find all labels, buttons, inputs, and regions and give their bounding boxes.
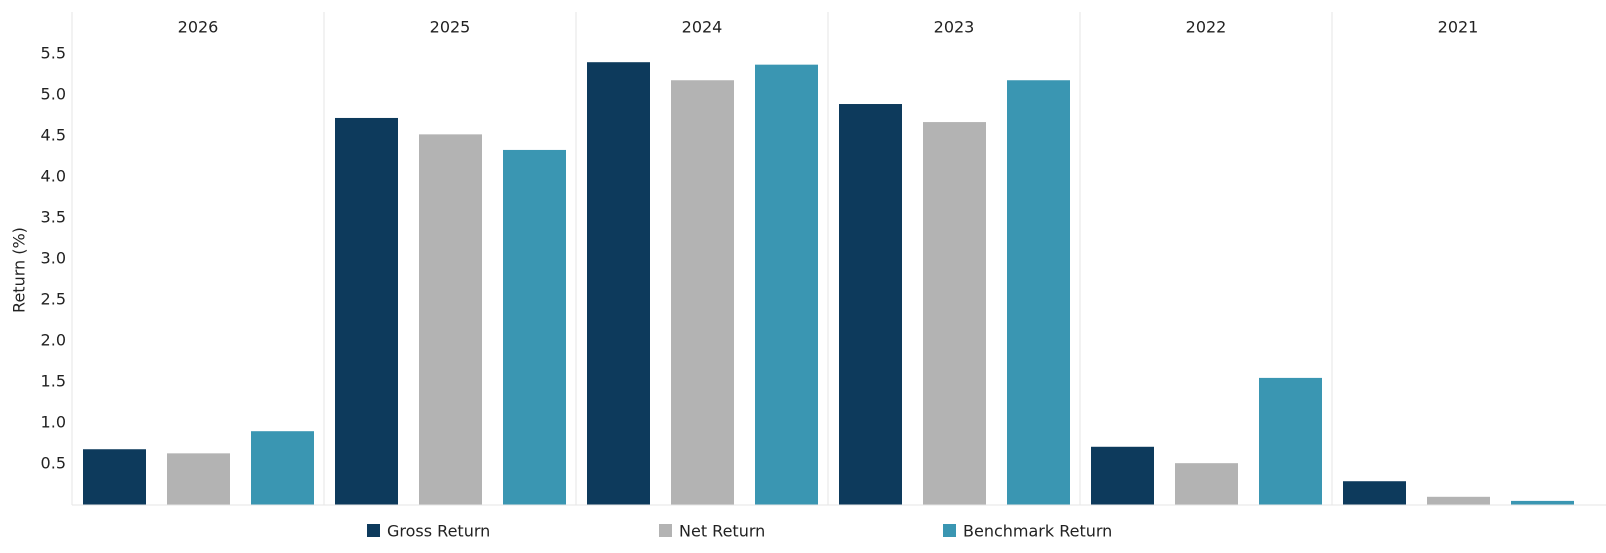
bar xyxy=(167,453,230,505)
panel-label: 2023 xyxy=(934,18,975,37)
bar xyxy=(671,80,734,506)
y-tick-label: 3.0 xyxy=(41,249,66,268)
panel-label: 2024 xyxy=(682,18,723,37)
legend-label: Benchmark Return xyxy=(963,522,1112,541)
legend-swatch xyxy=(659,524,672,537)
bar xyxy=(419,134,482,506)
y-tick-label: 2.5 xyxy=(41,290,66,309)
bar xyxy=(1427,496,1490,505)
y-axis-label: Return (%) xyxy=(10,227,29,313)
panel-label: 2022 xyxy=(1186,18,1227,37)
y-tick-label: 5.5 xyxy=(41,44,66,63)
y-tick-label: 1.5 xyxy=(41,372,66,391)
y-tick-label: 1.0 xyxy=(41,413,66,432)
y-tick-label: 0.5 xyxy=(41,454,66,473)
legend-swatch xyxy=(943,524,956,537)
legend-swatch xyxy=(367,524,380,537)
y-tick-label: 4.5 xyxy=(41,126,66,145)
bar xyxy=(1175,463,1238,505)
bar xyxy=(839,104,902,506)
bar xyxy=(1511,500,1574,505)
bar xyxy=(251,431,314,505)
legend-label: Gross Return xyxy=(387,522,490,541)
bar xyxy=(587,62,650,505)
y-tick-label: 3.5 xyxy=(41,208,66,227)
bar xyxy=(1007,80,1070,506)
bar xyxy=(755,64,818,505)
bar xyxy=(503,149,566,505)
legend-label: Net Return xyxy=(679,522,765,541)
bar xyxy=(83,449,146,505)
bar xyxy=(1259,377,1322,505)
panel-label: 2021 xyxy=(1438,18,1479,37)
y-tick-label: 2.0 xyxy=(41,331,66,350)
y-tick-label: 4.0 xyxy=(41,167,66,186)
panel-label: 2026 xyxy=(178,18,219,37)
bar xyxy=(335,117,398,506)
bar xyxy=(1343,481,1406,505)
y-tick-label: 5.0 xyxy=(41,85,66,104)
bar xyxy=(923,122,986,505)
bar xyxy=(1091,446,1154,505)
panel-label: 2025 xyxy=(430,18,471,37)
